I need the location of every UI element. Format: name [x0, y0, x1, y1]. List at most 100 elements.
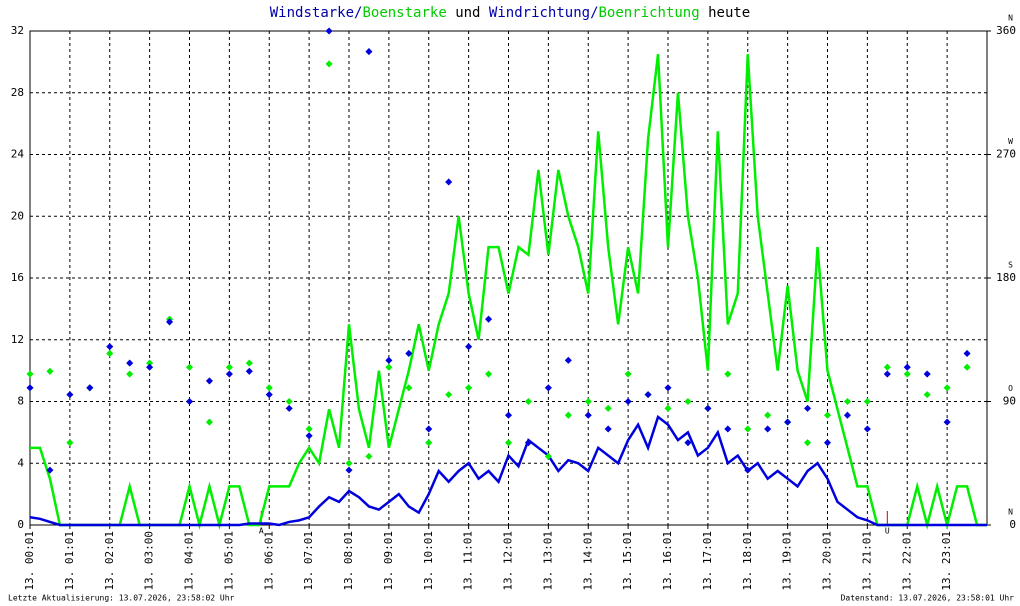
- direction-point: [664, 384, 672, 392]
- annotation: U: [885, 527, 890, 536]
- y2-direction: W: [1008, 137, 1013, 146]
- direction-point: [684, 439, 692, 447]
- direction-point: [644, 391, 652, 399]
- direction-point: [465, 343, 473, 351]
- direction-point: [764, 425, 772, 433]
- direction-point: [265, 391, 273, 399]
- direction-point: [146, 359, 154, 367]
- x-tick-label: 13. 07:01: [302, 531, 315, 591]
- x-tick-label: 13. 11:01: [462, 531, 475, 591]
- direction-point: [405, 384, 413, 392]
- y-tick-label: 0: [17, 518, 24, 531]
- y2-tick-label: 270: [996, 148, 1016, 161]
- direction-point: [724, 370, 732, 378]
- direction-point: [744, 425, 752, 433]
- direction-point: [185, 397, 194, 406]
- x-tick-label: 13. 15:01: [621, 531, 634, 591]
- x-tick-label: 13. 02:01: [103, 531, 116, 591]
- direction-point: [465, 384, 473, 392]
- x-tick-label: 13. 14:01: [581, 531, 594, 591]
- direction-point: [524, 397, 532, 406]
- direction-point: [903, 363, 911, 371]
- x-tick-label: 13. 23:01: [940, 531, 953, 591]
- direction-point: [624, 370, 632, 378]
- y-tick-label: 20: [11, 209, 24, 222]
- direction-point: [365, 48, 373, 56]
- x-tick-label: 13. 12:01: [502, 531, 515, 591]
- direction-point: [823, 411, 832, 419]
- x-tick-label: 13. 13:01: [541, 531, 554, 591]
- y2-tick-label: 90: [1003, 395, 1016, 408]
- direction-point: [863, 425, 871, 433]
- direction-point: [126, 370, 134, 378]
- direction-point: [445, 391, 453, 399]
- direction-point: [345, 459, 353, 467]
- title-part: heute: [700, 5, 751, 21]
- title-part: Boenrichtung: [599, 5, 700, 21]
- x-tick-label: 13. 05:01: [222, 531, 235, 591]
- direction-point: [584, 411, 592, 419]
- direction-point: [485, 315, 493, 323]
- y-tick-label: 4: [17, 456, 24, 469]
- x-tick-label: 13. 00:01: [23, 531, 36, 591]
- direction-point: [225, 370, 233, 378]
- x-tick-label: 13. 20:01: [821, 531, 834, 591]
- y2-direction: O: [1008, 384, 1013, 393]
- direction-point: [225, 363, 233, 371]
- direction-point: [744, 466, 752, 474]
- title-part: Boenstarke: [362, 5, 446, 21]
- x-tick-label: 13. 01:01: [63, 531, 76, 591]
- direction-point: [604, 425, 612, 433]
- x-tick-label: 13. 03:00: [143, 531, 156, 591]
- direction-point: [963, 363, 971, 371]
- direction-point: [524, 439, 532, 447]
- footer-right: Datenstand: 13.07.2026, 23:58:01 Uhr: [841, 594, 1015, 603]
- x-tick-label: 13. 10:01: [422, 531, 435, 591]
- direction-point: [804, 404, 812, 412]
- direction-point: [943, 384, 951, 392]
- direction-point: [624, 397, 632, 406]
- direction-point: [883, 370, 891, 378]
- direction-point: [584, 397, 592, 406]
- direction-point: [664, 404, 672, 412]
- direction-point: [46, 466, 54, 474]
- direction-point: [485, 370, 493, 378]
- footer-left: Letzte Aktualisierung: 13.07.2026, 23:58…: [8, 594, 235, 603]
- title-part: und: [447, 5, 489, 21]
- direction-point: [365, 452, 373, 460]
- x-tick-label: 13. 09:01: [382, 531, 395, 591]
- direction-point: [86, 384, 94, 392]
- direction-point: [265, 384, 273, 392]
- y-tick-label: 28: [11, 86, 24, 99]
- y-tick-label: 32: [11, 24, 24, 37]
- y-tick-label: 12: [11, 333, 24, 346]
- direction-point: [804, 439, 812, 447]
- direction-point: [863, 397, 871, 406]
- direction-point: [764, 411, 772, 419]
- direction-point: [26, 370, 34, 378]
- x-tick-label: 13. 08:01: [342, 531, 355, 591]
- direction-point: [823, 439, 832, 447]
- y2-direction: N: [1008, 508, 1013, 517]
- direction-point: [245, 367, 253, 375]
- chart-title: Windstarke/Boenstarke und Windrichtung/B…: [270, 5, 750, 21]
- direction-point: [185, 363, 194, 371]
- title-part: Windrichtung/: [489, 5, 599, 21]
- series-line: [30, 54, 987, 530]
- direction-point: [146, 363, 154, 371]
- direction-point: [963, 349, 971, 358]
- title-part: Windstarke/: [270, 5, 363, 21]
- y-tick-label: 8: [17, 395, 24, 408]
- direction-point: [883, 363, 891, 371]
- direction-point: [843, 411, 851, 419]
- direction-point: [445, 178, 453, 186]
- direction-point: [345, 466, 353, 474]
- y2-tick-label: 180: [996, 271, 1016, 284]
- direction-point: [285, 404, 293, 412]
- direction-point: [305, 425, 313, 433]
- direction-point: [504, 411, 513, 419]
- direction-point: [66, 439, 74, 447]
- direction-point: [126, 359, 134, 367]
- direction-point: [504, 439, 513, 447]
